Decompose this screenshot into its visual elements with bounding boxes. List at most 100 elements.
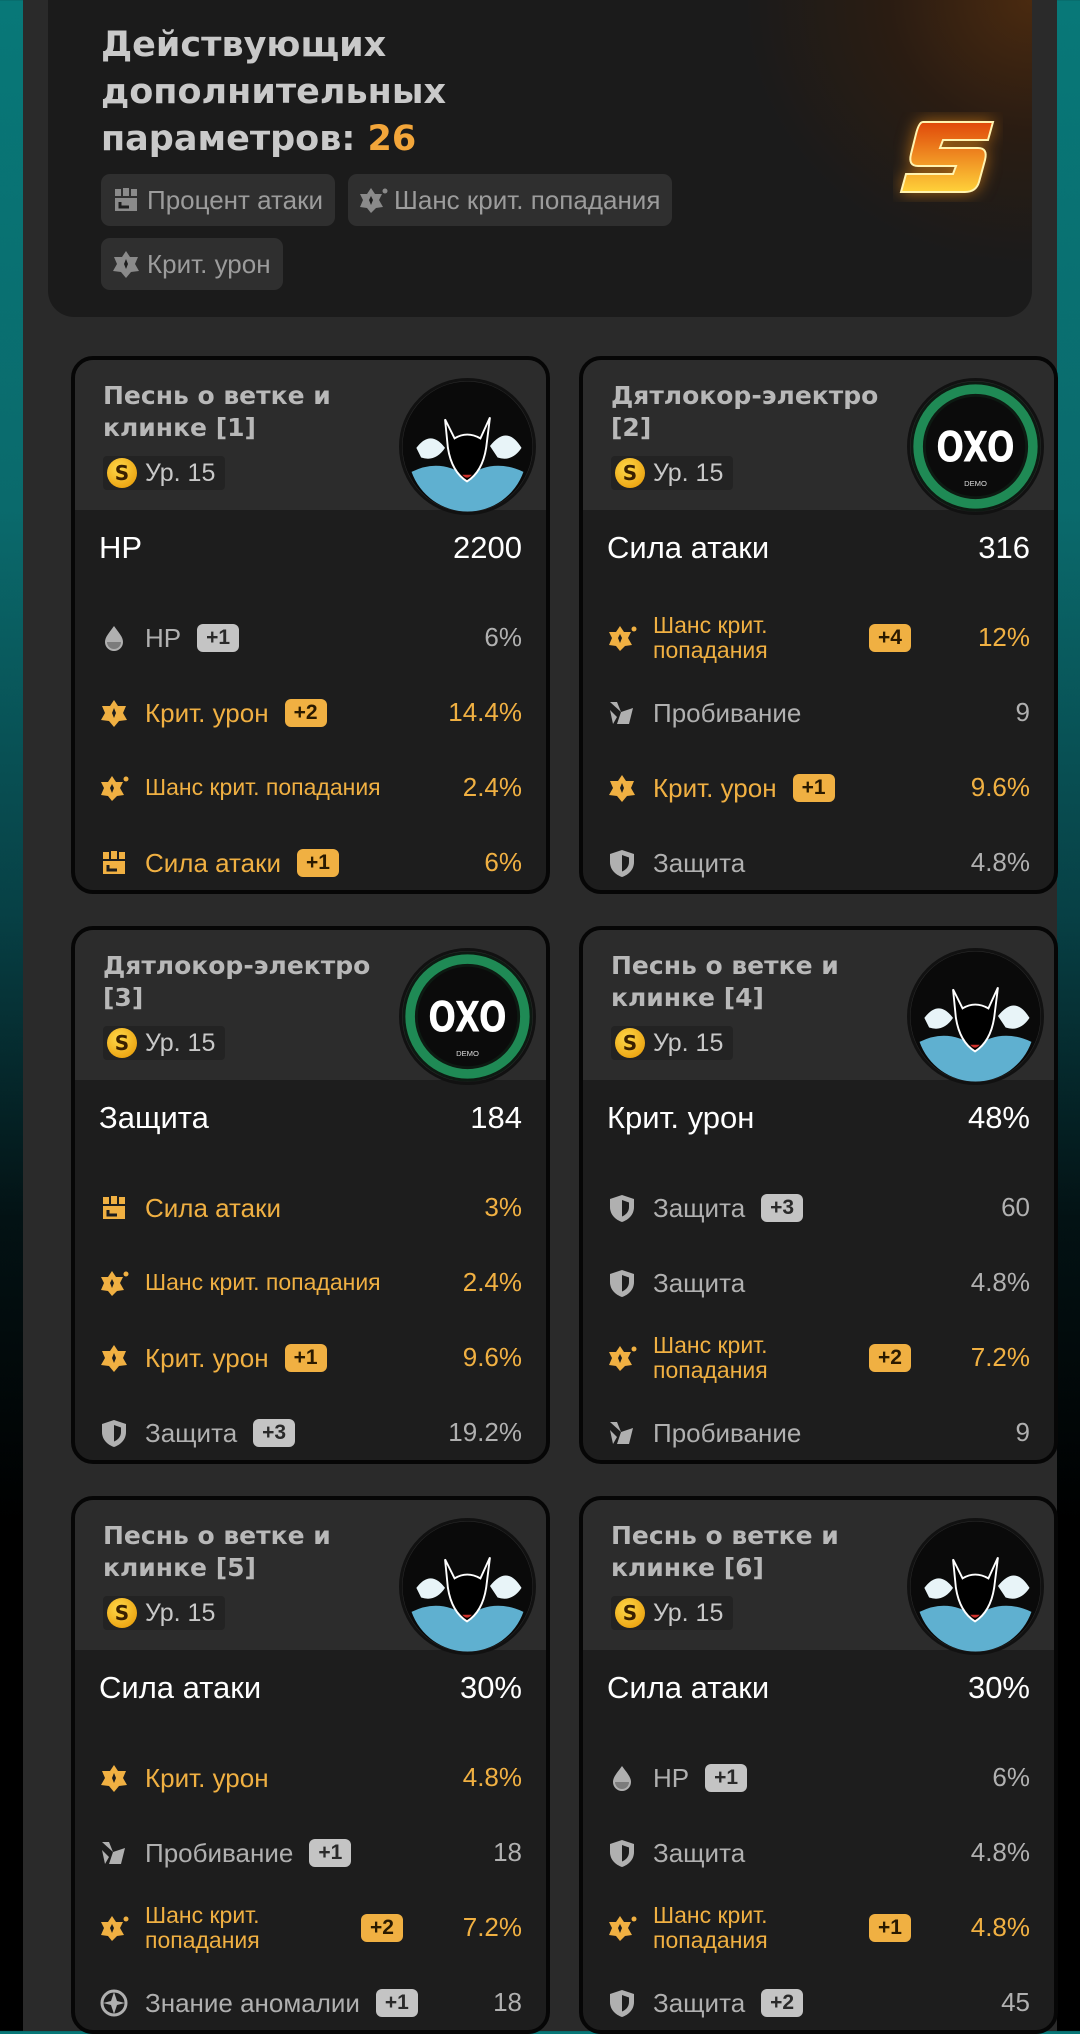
- substat-label: Пробивание: [653, 697, 802, 728]
- pen-icon: [610, 1421, 633, 1444]
- substat-label: Шанс крит. попадания: [145, 774, 381, 800]
- hp-icon: [105, 625, 123, 651]
- substat-value: 4.8%: [970, 1837, 1030, 1867]
- substat-label: Шанс крит. попадания: [653, 1331, 768, 1383]
- disc-card-header: Песнь о ветке и клинке [1] S Ур. 15: [75, 360, 546, 515]
- upgrade-badge: +4: [869, 623, 911, 652]
- substat-value: 6%: [484, 847, 522, 877]
- substat-tag[interactable]: Процент атаки: [101, 174, 336, 226]
- disc-image: [907, 948, 1044, 1085]
- substat-row: HP +1 6%: [99, 600, 522, 675]
- main-stat-value: 2200: [453, 530, 522, 565]
- crit-dmg-icon: [101, 699, 127, 727]
- substat-row: HP +1 6%: [607, 1740, 1030, 1815]
- main-stat-label: Крит. урон: [607, 1100, 755, 1135]
- substat-value: 2.4%: [462, 772, 522, 802]
- substat-tag-label: Процент атаки: [147, 184, 324, 215]
- substat-value: 2.4%: [462, 1267, 522, 1297]
- main-stat-label: HP: [99, 530, 143, 565]
- level-text: Ур. 15: [145, 1028, 216, 1057]
- substat-tag[interactable]: Крит. урон: [101, 238, 283, 290]
- substats-list: Сила атаки 3% Шанс крит. попадания 2.4% Крит…: [99, 1170, 522, 1460]
- atk-icon: [103, 850, 125, 874]
- main-stat-value: 48%: [967, 1100, 1030, 1135]
- substats-list: HP +1 6% Крит. урон +2 14.4% Шанс крит. попада…: [99, 600, 522, 890]
- main-stat: Сила атаки 30%: [607, 1670, 1030, 1706]
- crit-rate-icon: [101, 1270, 129, 1296]
- crit-rate-icon: [101, 775, 129, 801]
- substat-count: 26: [367, 119, 417, 159]
- upgrade-badge: +2: [284, 698, 327, 727]
- disc-title: Песнь о ветке и клинке [1]: [103, 381, 331, 442]
- substat-label: Пробивание: [653, 1417, 802, 1448]
- substat-label: Шанс крит. попадания: [145, 1901, 260, 1953]
- disc-card[interactable]: Дятлокор-электро [2] S Ур. 15 OXO DEMO Сила…: [579, 356, 1058, 894]
- substat-value: 9.6%: [970, 772, 1030, 802]
- substat-label: Шанс крит. попадания: [653, 611, 768, 663]
- substat-row: Шанс крит. попадания 2.4%: [99, 750, 522, 825]
- disc-card[interactable]: Песнь о ветке и клинке [4] S Ур. 15 Крит. …: [579, 926, 1058, 1464]
- substat-label: Пробивание: [145, 1837, 294, 1868]
- substat-label: Крит. урон: [145, 1342, 269, 1373]
- main-stat: Сила атаки 316: [607, 530, 1030, 566]
- upgrade-badge: +1: [792, 773, 835, 802]
- crit-rate-icon: [609, 625, 637, 651]
- disc-image: [399, 1518, 536, 1655]
- substat-value: 4.8%: [970, 1267, 1030, 1297]
- substat-row: Пробивание 9: [607, 675, 1030, 750]
- s-rank-icon: S: [615, 1598, 645, 1628]
- disc-level: S Ур. 15: [103, 1026, 226, 1060]
- hp-icon: [613, 1765, 631, 1791]
- substat-tag[interactable]: Шанс крит. попадания: [348, 174, 673, 226]
- main-stat: HP 2200: [99, 530, 522, 566]
- main-stat: Крит. урон 48%: [607, 1100, 1030, 1136]
- main-stat-value: 30%: [459, 1670, 522, 1705]
- level-text: Ур. 15: [145, 1598, 216, 1627]
- disc-card-header: Песнь о ветке и клинке [5] S Ур. 15: [75, 1500, 546, 1655]
- s-rank-logo-icon: [899, 121, 995, 193]
- substat-label: Знание аномалии: [145, 1987, 360, 2018]
- main-stat-label: Защита: [99, 1100, 209, 1135]
- anomaly-icon: [100, 1989, 128, 2016]
- substat-row: Защита +3 60: [607, 1170, 1030, 1245]
- main-stat: Защита 184: [99, 1100, 522, 1136]
- substat-row: Шанс крит. попадания +1 4.8%: [607, 1890, 1030, 1965]
- substat-row: Сила атаки 3%: [99, 1170, 522, 1245]
- substat-value: 6%: [992, 1762, 1030, 1792]
- disc-image: OXO DEMO: [399, 948, 536, 1085]
- disc-card[interactable]: Песнь о ветке и клинке [1] S Ур. 15 HP 2200…: [71, 356, 550, 894]
- disc-image: OXO DEMO: [907, 378, 1044, 515]
- disc-card[interactable]: Дятлокор-электро [3] S Ур. 15 OXO DEMO Защи…: [71, 926, 550, 1464]
- substat-row: Защита 4.8%: [607, 1245, 1030, 1320]
- disc-card[interactable]: Песнь о ветке и клинке [5] S Ур. 15 Сила а…: [71, 1496, 550, 2034]
- def-icon: [610, 1269, 634, 1297]
- substat-row: Шанс крит. попадания +4 12%: [607, 600, 1030, 675]
- def-icon: [610, 1839, 634, 1867]
- substat-label: Крит. урон: [145, 697, 269, 728]
- disc-card-header: Песнь о ветке и клинке [4] S Ур. 15: [583, 930, 1054, 1085]
- substat-value: 4.8%: [970, 1912, 1030, 1942]
- substat-value: 9: [1015, 697, 1030, 727]
- substat-tag-label: Шанс крит. попадания: [394, 184, 661, 215]
- substat-label: Защита: [653, 1837, 746, 1868]
- substat-label: Крит. урон: [653, 772, 777, 803]
- substat-label: Защита: [653, 1192, 746, 1223]
- s-rank-icon: S: [615, 1028, 645, 1058]
- katana-disc-icon: [402, 381, 533, 512]
- crit-rate-icon: [360, 188, 388, 213]
- disc-card[interactable]: Песнь о ветке и клинке [6] S Ур. 15 Сила а…: [579, 1496, 1058, 2034]
- s-rank-icon: S: [107, 1598, 137, 1628]
- disc-title: Дятлокор-электро [3]: [103, 951, 371, 1012]
- substat-row: Пробивание 9: [607, 1395, 1030, 1460]
- substat-value: 9: [1015, 1417, 1030, 1447]
- s-rank-icon: S: [107, 1028, 137, 1058]
- substat-row: Шанс крит. попадания +2 7.2%: [99, 1890, 522, 1965]
- substat-row: Крит. урон +1 9.6%: [607, 750, 1030, 825]
- substat-label: Крит. урон: [145, 1762, 269, 1793]
- katana-disc-icon: [910, 1521, 1041, 1652]
- substat-label: Защита: [653, 1267, 746, 1298]
- svg-text:OXO: OXO: [428, 992, 506, 1041]
- level-text: Ур. 15: [653, 1598, 724, 1627]
- disc-level: S Ур. 15: [611, 1026, 734, 1060]
- substats-list: Шанс крит. попадания +4 12% Пробивание 9 Крит…: [607, 600, 1030, 890]
